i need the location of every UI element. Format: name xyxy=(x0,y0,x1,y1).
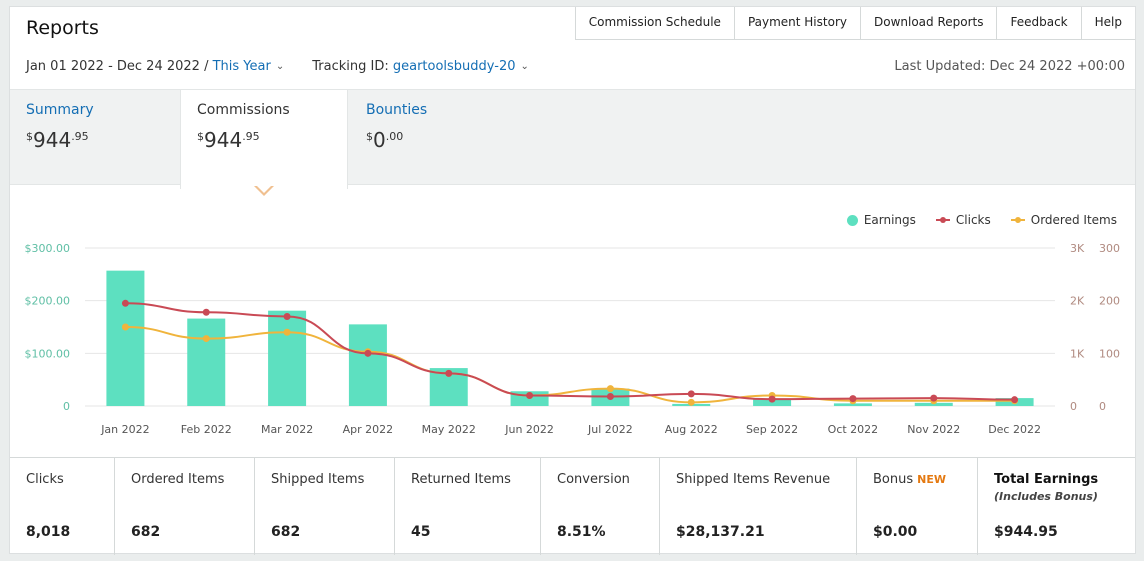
stat-shipped-revenue: Shipped Items Revenue $28,137.21 xyxy=(660,458,857,555)
x-axis-tick: Sep 2022 xyxy=(746,423,798,436)
clicks-point xyxy=(445,369,453,377)
chevron-down-icon[interactable]: ⌄ xyxy=(520,61,529,72)
stat-clicks: Clicks 8,018 xyxy=(10,458,115,555)
clicks-point xyxy=(121,299,129,307)
right-outer-axis-tick: 100 xyxy=(1099,347,1120,360)
tab-commissions-label: Commissions xyxy=(197,102,290,118)
top-nav: Commission Schedule Payment History Down… xyxy=(574,7,1135,40)
legend-clicks[interactable]: Clicks xyxy=(935,213,991,227)
ordered-items-point xyxy=(687,398,695,406)
right-inner-axis-tick: 2K xyxy=(1070,295,1085,308)
clicks-point xyxy=(526,391,534,399)
right-inner-axis-tick: 3K xyxy=(1070,242,1085,255)
filter-bar: Jan 01 2022 - Dec 24 2022 / This Year ⌄ T… xyxy=(26,59,529,74)
nav-commission-schedule[interactable]: Commission Schedule xyxy=(576,7,735,39)
legend-ordered-items[interactable]: Ordered Items xyxy=(1010,213,1117,227)
report-tabs: Summary $944.95 Commissions $944.95 Boun… xyxy=(10,89,1135,189)
period-dropdown[interactable]: This Year xyxy=(212,59,271,74)
performance-chart: $300.00 3K 300 $200.00 2K 200 $100.00 1K 100 0 0 0 J… xyxy=(25,242,1121,436)
legend-ordered-swatch xyxy=(1010,217,1025,223)
left-axis-tick: $300.00 xyxy=(25,242,71,255)
clicks-point xyxy=(1011,396,1019,404)
date-separator: / xyxy=(204,59,209,74)
ordered-items-line xyxy=(125,326,1015,404)
chevron-down-icon[interactable]: ⌄ xyxy=(275,61,285,72)
last-updated: Last Updated: Dec 24 2022 +00:00 xyxy=(894,59,1125,74)
stat-returned-items: Returned Items 45 xyxy=(395,458,541,555)
legend-earnings[interactable]: Earnings xyxy=(846,213,916,227)
ordered-items-point xyxy=(202,335,210,343)
tab-summary-label: Summary xyxy=(26,102,94,118)
tab-bounties-amount: $0.00 xyxy=(366,128,404,152)
legend-clicks-swatch xyxy=(935,217,950,223)
x-axis-tick: Dec 2022 xyxy=(988,423,1041,436)
earnings-bar xyxy=(833,403,872,406)
clicks-point xyxy=(364,349,372,357)
nav-payment-history[interactable]: Payment History xyxy=(735,7,861,39)
clicks-point xyxy=(930,394,938,402)
clicks-point xyxy=(283,312,291,320)
right-inner-axis-tick: 0 xyxy=(1070,400,1077,413)
date-range: Jan 01 2022 - Dec 24 2022 xyxy=(26,59,200,74)
page-title: Reports xyxy=(26,17,99,39)
ordered-items-point xyxy=(283,328,291,336)
nav-download-reports[interactable]: Download Reports xyxy=(861,7,998,39)
stat-ordered-items: Ordered Items 682 xyxy=(115,458,255,555)
stat-bonus: Bonus NEW $0.00 xyxy=(857,458,978,555)
tab-bounties-label: Bounties xyxy=(366,102,428,118)
tracking-label: Tracking ID: xyxy=(312,59,389,74)
right-outer-axis-tick: 200 xyxy=(1099,295,1120,308)
reports-card: Reports Commission Schedule Payment Hist… xyxy=(9,6,1136,555)
stats-bar: Clicks 8,018 Ordered Items 682 Shipped I… xyxy=(10,457,1135,555)
earnings-bar xyxy=(268,310,307,406)
active-tab-pointer-fill xyxy=(256,185,272,193)
tab-bounties[interactable]: Bounties $0.00 xyxy=(350,90,520,186)
left-axis-tick: $200.00 xyxy=(25,295,71,308)
x-axis-tick: Mar 2022 xyxy=(261,423,313,436)
clicks-point xyxy=(849,395,857,403)
clicks-point xyxy=(768,395,776,403)
legend-earnings-swatch xyxy=(846,214,858,226)
right-inner-axis-tick: 1K xyxy=(1070,347,1085,360)
right-outer-axis-tick: 300 xyxy=(1099,242,1120,255)
right-outer-axis-tick: 0 xyxy=(1099,400,1106,413)
tab-summary[interactable]: Summary $944.95 xyxy=(10,90,180,186)
x-axis-tick: Feb 2022 xyxy=(181,423,232,436)
x-axis-tick: Apr 2022 xyxy=(343,423,394,436)
x-axis-tick: May 2022 xyxy=(422,423,476,436)
clicks-point xyxy=(606,393,614,401)
x-axis-tick: Aug 2022 xyxy=(665,423,718,436)
left-axis-tick: $100.00 xyxy=(25,347,71,360)
earnings-bar xyxy=(914,402,953,406)
stat-conversion: Conversion 8.51% xyxy=(541,458,660,555)
x-axis-tick: Jun 2022 xyxy=(504,423,554,436)
x-axis-tick: Jan 2022 xyxy=(100,423,149,436)
tab-commissions[interactable]: Commissions $944.95 xyxy=(180,90,348,189)
nav-help[interactable]: Help xyxy=(1094,15,1122,29)
earnings-bar xyxy=(106,270,145,406)
nav-feedback[interactable]: Feedback xyxy=(997,7,1082,39)
clicks-point xyxy=(687,390,695,398)
ordered-items-point xyxy=(606,385,614,393)
clicks-point xyxy=(202,308,210,316)
x-axis-tick: Nov 2022 xyxy=(907,423,960,436)
new-badge: NEW xyxy=(917,473,946,486)
left-axis-tick: 0 xyxy=(63,400,70,413)
clicks-line xyxy=(125,302,1015,401)
tab-summary-amount: $944.95 xyxy=(26,128,89,152)
chart-legend: Earnings Clicks Ordered Items xyxy=(827,213,1117,227)
x-axis-tick: Oct 2022 xyxy=(828,423,879,436)
ordered-items-point xyxy=(121,323,129,331)
earnings-bar xyxy=(187,318,226,406)
stat-total-earnings: Total Earnings (Includes Bonus) $944.95 xyxy=(994,472,1099,540)
tab-commissions-amount: $944.95 xyxy=(197,128,260,152)
earnings-bar xyxy=(348,324,387,406)
x-axis-tick: Jul 2022 xyxy=(587,423,633,436)
tracking-id-dropdown[interactable]: geartoolsbuddy-20 xyxy=(392,59,516,74)
stat-shipped-items: Shipped Items 682 xyxy=(255,458,395,555)
